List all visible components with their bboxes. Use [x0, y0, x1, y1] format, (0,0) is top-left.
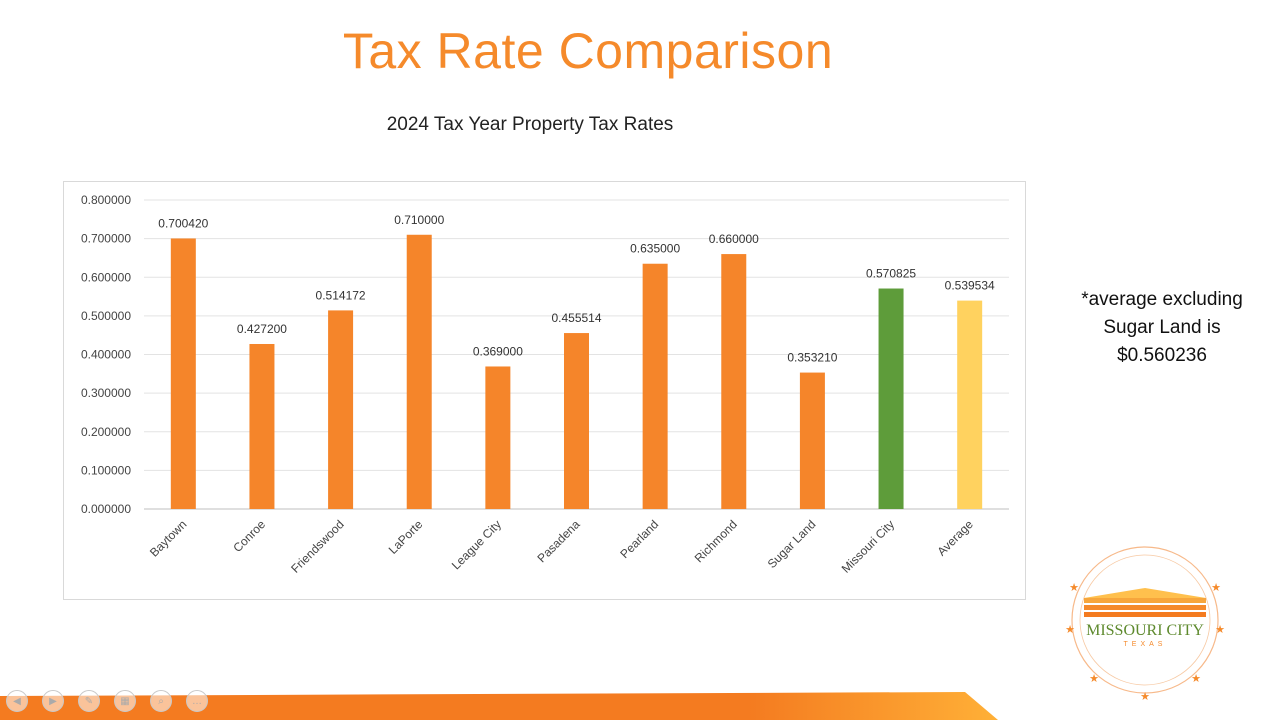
x-tick-label: League City [449, 517, 504, 572]
data-label: 0.353210 [787, 351, 837, 365]
x-tick-label: Pearland [617, 517, 661, 561]
bar-laporte [406, 234, 432, 509]
ellipsis-icon: … [192, 695, 202, 707]
svg-text:★: ★ [1069, 581, 1079, 594]
x-tick-label: Average [934, 517, 976, 559]
svg-text:★: ★ [1089, 672, 1099, 685]
x-tick-label: Conroe [230, 517, 268, 555]
grid-icon: ▦ [120, 695, 130, 707]
y-tick-label: 0.300000 [81, 386, 131, 400]
x-tick-label: Richmond [692, 517, 740, 565]
chart-area: 0.000000 0.100000 0.200000 0.300000 0.400000… [63, 181, 1026, 600]
bar-pearland [642, 263, 668, 509]
bar-richmond [721, 254, 747, 509]
pen-tool-button[interactable]: ✎ [78, 690, 100, 712]
x-tick-label: Pasadena [535, 517, 583, 565]
y-tick-label: 0.600000 [81, 270, 131, 284]
y-tick-label: 0.200000 [81, 425, 131, 439]
data-label: 0.660000 [709, 232, 759, 246]
magnifier-icon: ⌕ [158, 695, 164, 707]
more-options-button[interactable]: … [186, 690, 208, 712]
y-tick-label: 0.100000 [81, 463, 131, 477]
bar-chart: 0.000000 0.100000 0.200000 0.300000 0.400000… [81, 193, 1009, 576]
data-label: 0.710000 [394, 213, 444, 227]
bar-pasadena [564, 333, 589, 509]
bottom-accent-bar [0, 692, 998, 720]
bar-average [957, 300, 983, 509]
y-tick-label: 0.500000 [81, 309, 131, 323]
chevron-right-icon: ▶ [49, 695, 57, 707]
x-tick-label: Missouri City [839, 517, 897, 575]
svg-text:★: ★ [1140, 690, 1150, 700]
data-label: 0.700420 [158, 216, 208, 230]
data-label: 0.455514 [551, 311, 601, 325]
bar-baytown [170, 238, 196, 509]
svg-text:★: ★ [1215, 623, 1225, 636]
bar-conroe [249, 343, 275, 509]
logo-sub-text: TEXAS [1124, 641, 1167, 648]
slide-title: Tax Rate Comparison [342, 23, 834, 79]
svg-text:★: ★ [1065, 623, 1075, 636]
x-tick-label: Sugar Land [765, 517, 819, 571]
note-line-1: *average excluding [1081, 289, 1243, 310]
bar-sugar-land [799, 372, 825, 509]
note-line-3: $0.560236 [1117, 345, 1207, 366]
data-label: 0.539534 [945, 279, 995, 293]
data-label: 0.369000 [473, 344, 523, 358]
bar-missouri-city [878, 288, 904, 509]
x-tick-label: LaPorte [386, 517, 426, 557]
pen-icon: ✎ [84, 695, 94, 707]
y-tick-label: 0.800000 [81, 193, 131, 207]
note-line-2: Sugar Land is [1103, 317, 1221, 338]
chevron-left-icon: ◀ [13, 695, 21, 707]
zoom-button[interactable]: ⌕ [150, 690, 172, 712]
average-note: *average excluding Sugar Land is $0.5602… [1052, 286, 1272, 370]
data-label: 0.635000 [630, 242, 680, 256]
previous-slide-button[interactable]: ◀ [6, 690, 28, 712]
y-tick-label: 0.000000 [81, 502, 131, 516]
data-label: 0.570825 [866, 267, 916, 281]
y-tick-label: 0.400000 [81, 348, 131, 362]
logo-main-text: MISSOURI CITY [1086, 622, 1204, 639]
data-label: 0.427200 [237, 322, 287, 336]
y-tick-label: 0.700000 [81, 232, 131, 246]
bar-friendswood [328, 310, 354, 509]
bar-league-city [485, 366, 511, 509]
x-tick-label: Friendswood [288, 517, 346, 575]
x-tick-label: Baytown [147, 517, 189, 559]
slide-grid-button[interactable]: ▦ [114, 690, 136, 712]
data-label: 0.514172 [316, 288, 366, 302]
svg-text:★: ★ [1211, 581, 1221, 594]
presentation-controls: ◀ ▶ ✎ ▦ ⌕ … [6, 690, 208, 714]
next-slide-button[interactable]: ▶ [42, 690, 64, 712]
missouri-city-logo: ★ ★ ★ ★ ★ ★ ★ MISSOURI CITY TEXAS [1065, 546, 1225, 700]
chart-title: 2024 Tax Year Property Tax Rates [386, 114, 674, 135]
svg-text:★: ★ [1191, 672, 1201, 685]
